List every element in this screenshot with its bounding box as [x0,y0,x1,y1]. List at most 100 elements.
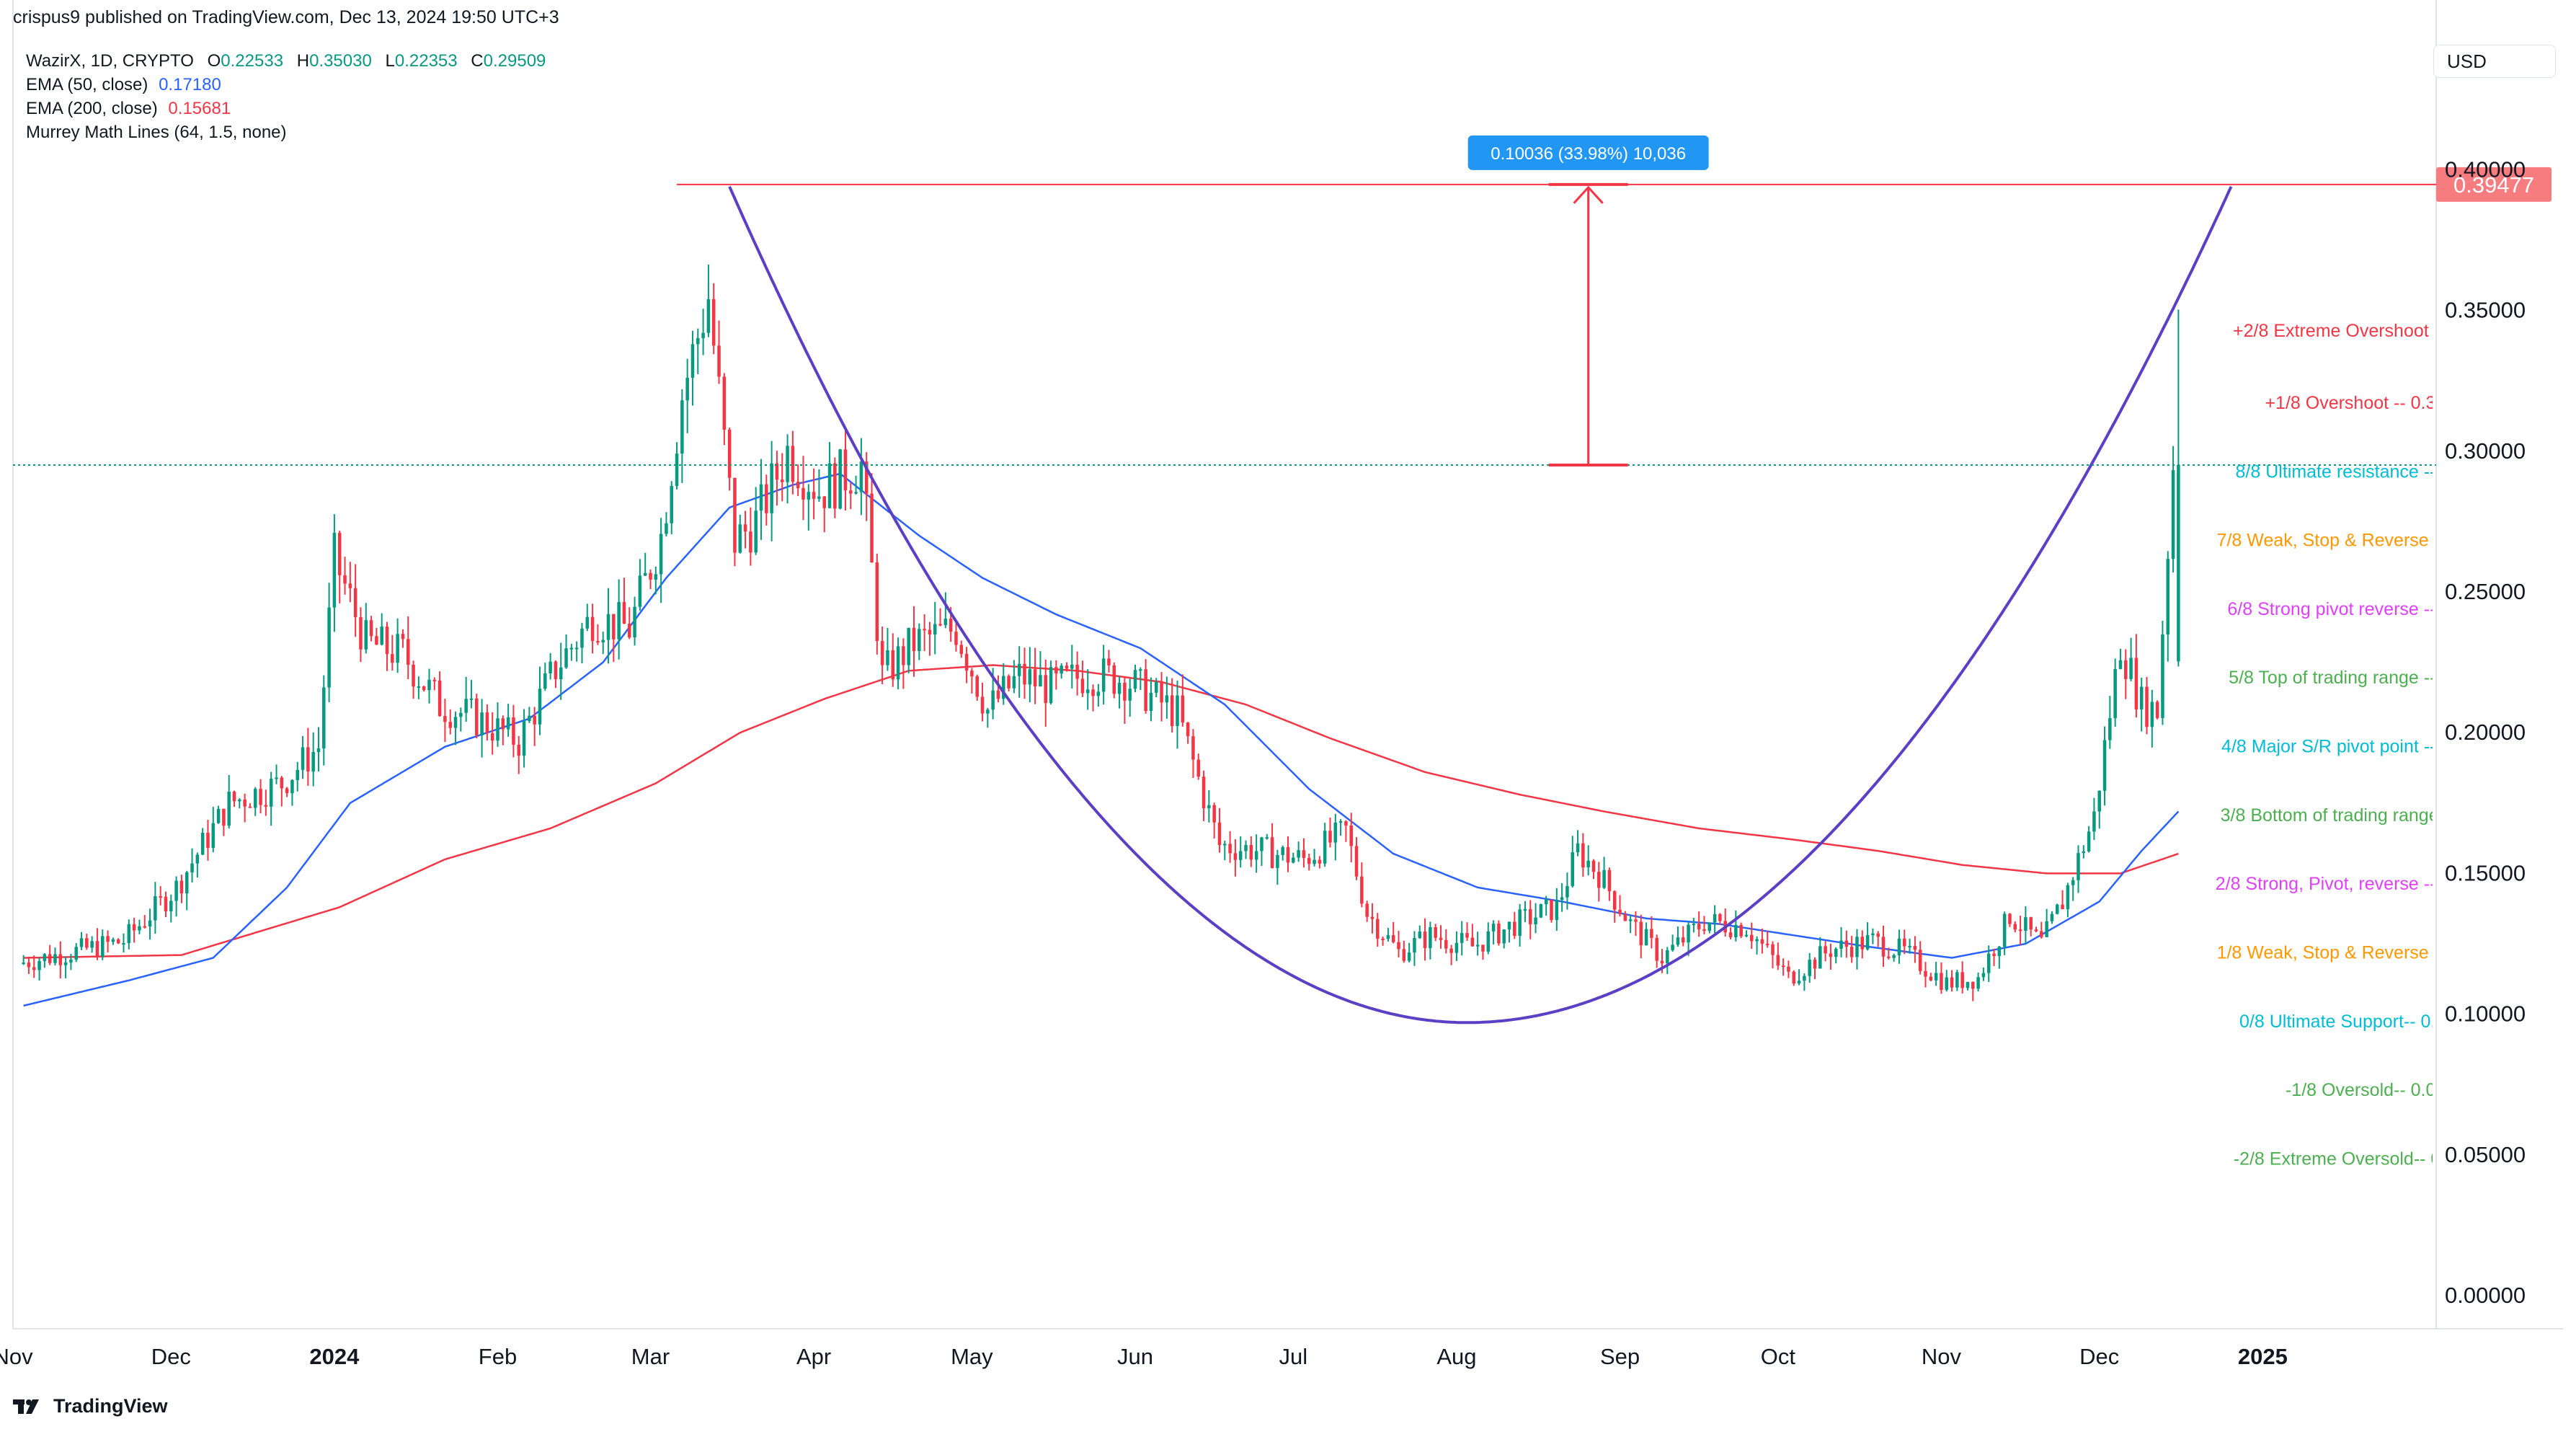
candle-body [2129,658,2133,679]
candle-body [1244,844,1248,851]
candle-body [296,769,300,780]
legend-row-ema50[interactable]: EMA (50, close) 0.17180 [26,73,546,97]
candle-body [1376,919,1380,939]
candle-body [1618,909,1622,914]
candle-body [801,488,805,500]
candle-body [443,716,447,722]
candle-body [711,298,716,346]
legend-row-ema200[interactable]: EMA (200, close) 0.15681 [26,97,546,120]
candle-body [1681,937,1685,943]
candle-body [1060,665,1063,674]
murrey-line-label: 7/8 Weak, Stop & Reverse -- 0.2 [2217,531,2476,551]
candle-body [949,619,953,632]
candle-body [775,463,779,480]
currency-selector[interactable]: USD [2433,45,2556,78]
candle-body [1091,689,1095,696]
candle-body [1233,853,1238,860]
candle-body [1475,944,1480,947]
candle-body [396,634,399,663]
candle-body [1602,870,1606,888]
candle-body [453,717,458,728]
candle-body [569,647,574,650]
candle-body [438,680,442,717]
candle-body [1439,937,1443,940]
candle-body [2082,851,2086,854]
candle-body [1771,944,1775,955]
candle-body [48,954,52,963]
x-tick-label: Nov [0,1344,33,1369]
y-tick-label: 0.40000 [2445,156,2526,182]
candle-body [190,863,194,872]
candle-body [253,789,257,808]
x-tick-label: Feb [479,1344,517,1369]
candle-body [138,926,141,931]
candle-body [1565,885,1569,898]
candle-body [833,463,837,509]
candle-body [1001,676,1005,699]
candle-body [1744,934,1749,937]
candle-body [554,661,558,680]
candle-body [590,616,595,642]
candle-body [1112,665,1116,694]
candle-body [1260,837,1263,851]
candle-body [222,808,226,826]
candle-body [1286,847,1290,863]
candle-body [1555,900,1559,921]
candle-body [1792,971,1796,984]
candle-body [1507,921,1511,930]
candle-body [696,338,700,345]
low-value: 0.22353 [394,51,458,71]
candle-body [53,954,57,963]
candle-body [706,298,711,333]
y-tick-label: 0.20000 [2445,720,2526,745]
candle-body [1096,691,1101,696]
candle-body [959,645,964,654]
candle-body [1128,689,1132,701]
candle-body [1470,937,1475,947]
candle-body [2087,831,2091,851]
candle-body [1960,972,1964,988]
candle-body [1597,872,1601,888]
candle-body [2077,853,2080,880]
candle-body [1360,876,1364,904]
x-tick-label: 2025 [2238,1344,2288,1369]
candle-body [559,667,563,680]
candle-body [843,449,848,491]
candle-body [875,562,879,642]
ema200-value: 0.15681 [168,99,231,118]
murrey-line-label: 3/8 Bottom of trading range -- 0. [2221,805,2476,826]
candle-body [2055,904,2059,914]
candle-body [1149,692,1153,712]
candle-body [1365,903,1369,917]
candle-body [275,777,278,779]
candle-body [1444,939,1448,949]
candle-body [469,698,474,700]
candle-body [332,533,337,608]
candle-body [327,607,331,688]
x-tick-label: Sep [1600,1344,1640,1369]
candle-body [622,602,626,624]
candle-body [907,627,910,665]
candle-body [43,954,47,961]
legend-row-symbol[interactable]: WazirX, 1D, CRYPTO O0.22533 H0.35030 L0.… [26,49,546,73]
candle-body [238,799,241,802]
candle-body [1007,676,1011,689]
candle-body [680,400,684,454]
candle-body [2161,634,2164,718]
legend-row-murrey[interactable]: Murrey Math Lines (64, 1.5, none) [26,120,546,144]
candle-body [380,627,383,645]
murrey-layer: +2/8 Extreme Overshoot -- 0.3 +1/8 Overs… [2216,321,2476,1169]
candle-body [369,620,373,637]
candle-body [675,454,679,487]
x-tick-label: 2024 [309,1344,360,1369]
last-candle-body [2177,464,2180,662]
candle-body [480,712,484,735]
candle-body [1023,663,1026,685]
candle-body [1844,940,1849,947]
tradingview-footer: TradingView [13,1395,168,1417]
candle-body [1834,948,1838,957]
candle-body [1318,859,1322,864]
candle-body [538,689,542,725]
candle-body [659,534,663,575]
